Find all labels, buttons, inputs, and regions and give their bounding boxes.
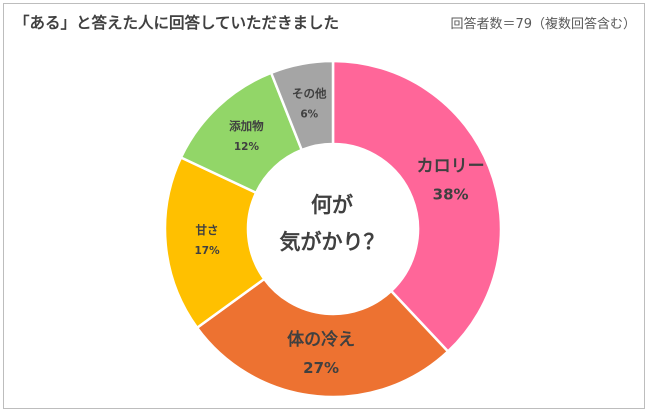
slice-label-5: その他 xyxy=(292,87,327,101)
slice-label-3: 甘さ xyxy=(196,223,219,237)
chart-title: 「ある」と答えた人に回答していただきました xyxy=(14,14,340,32)
slice-label-1: カロリー xyxy=(417,156,485,176)
slice-value-label-3: 17% xyxy=(194,245,220,257)
slice-value-label-5: 6% xyxy=(300,109,318,121)
center-text-line-2: 気がかり？ xyxy=(280,230,385,254)
slice-label-2: 体の冷え xyxy=(287,329,355,350)
center-text-line-1: 何が xyxy=(311,193,353,217)
slice-label-4: 添加物 xyxy=(229,119,264,133)
slice-value-label-4: 12% xyxy=(234,141,260,153)
slice-5 xyxy=(269,59,335,152)
slice-value-label-2: 27% xyxy=(303,359,339,377)
slice-3 xyxy=(163,156,266,329)
respondent-count-note: 回答者数＝79（複数回答含む） xyxy=(450,17,636,32)
slice-value-label-1: 38% xyxy=(433,185,469,203)
slice-1 xyxy=(331,59,503,353)
slices-group xyxy=(163,59,503,399)
labels-group: カロリー 38% 体の冷え 27% 甘さ 17% 添加物 12% その他 6% xyxy=(194,87,484,377)
slice-2 xyxy=(195,277,450,399)
